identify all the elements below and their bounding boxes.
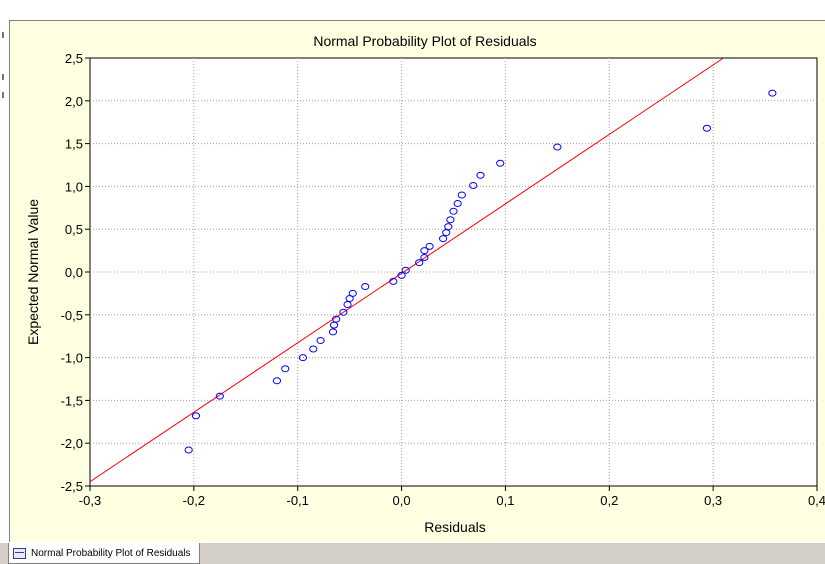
tab-label: Normal Probability Plot of Residuals [31,547,191,559]
x-tick-labels: -0,3 -0,2 -0,1 0,0 0,1 0,2 0,3 0,4 [79,493,825,508]
data-point [361,283,370,291]
reference-line-layer [90,58,724,483]
grid-lines [85,57,818,491]
data-point [191,412,201,420]
reference-line [90,58,724,483]
data-point [425,242,434,250]
normal-probability-chart: -0,3 -0,2 -0,1 0,0 0,1 0,2 0,3 0,4 -2,5 -2,0 -1,5… [25,33,825,535]
y-tick-labels: -2,5 -2,0 -1,5 -1,0 -0,5 0,0 0,5 1,0 1,5 2,0 2,5 [61,51,83,494]
data-point [298,354,308,362]
data-point [446,216,455,224]
y-tick-label: -1,0 [61,351,83,366]
x-axis-label: Residuals [424,519,485,535]
y-tick-label: 1,0 [65,179,83,194]
x-tick-label: 0,0 [393,493,411,508]
data-point [469,182,478,190]
data-point [389,277,398,285]
data-point [348,289,357,297]
data-point [457,191,466,199]
y-tick-label: -0,5 [61,308,83,323]
y-axis-label: Expected Normal Value [25,199,41,345]
y-tick-label: 2,0 [65,94,83,109]
data-point [332,315,341,323]
data-point [476,171,485,179]
x-tick-label: -0,3 [79,493,101,508]
x-tick-label: -0,1 [287,493,309,508]
data-point [281,365,290,373]
data-point [439,235,448,243]
x-tick-label: 0,4 [808,493,825,508]
data-point [339,308,348,316]
data-point [415,259,424,267]
data-point [309,345,318,353]
window-top-strip [0,0,825,20]
data-point [316,336,325,344]
data-point [215,392,224,400]
data-point [397,271,406,279]
data-point [702,124,712,132]
tab-normal-probability-plot[interactable]: Normal Probability Plot of Residuals [8,543,200,564]
y-tick-label: 1,5 [65,137,83,152]
data-point [401,266,410,274]
graph-window-icon [13,547,26,559]
data-point [449,207,458,215]
x-tick-label: 0,1 [496,493,514,508]
data-point [420,247,429,255]
chart-title: Normal Probability Plot of Residuals [313,33,536,49]
window-left-strip [0,20,9,542]
data-point [444,223,453,231]
data-point [496,159,505,167]
data-point [272,377,282,385]
x-tick-label: 0,2 [600,493,618,508]
y-tick-label: -2,5 [61,479,83,494]
data-point [328,328,338,336]
data-point [768,89,777,97]
points-layer [184,89,777,454]
y-tick-label: 0,5 [65,222,83,237]
y-tick-label: -1,5 [61,393,83,408]
sheet-tab-bar: Normal Probability Plot of Residuals [0,542,825,564]
data-point [184,446,193,454]
data-point [420,253,429,261]
data-point [553,143,562,151]
data-point [453,200,462,208]
y-tick-label: 2,5 [65,51,83,66]
y-tick-label: -2,0 [61,436,83,451]
x-tick-label: 0,3 [704,493,722,508]
x-tick-label: -0,2 [183,493,205,508]
y-tick-label: 0,0 [65,265,83,280]
